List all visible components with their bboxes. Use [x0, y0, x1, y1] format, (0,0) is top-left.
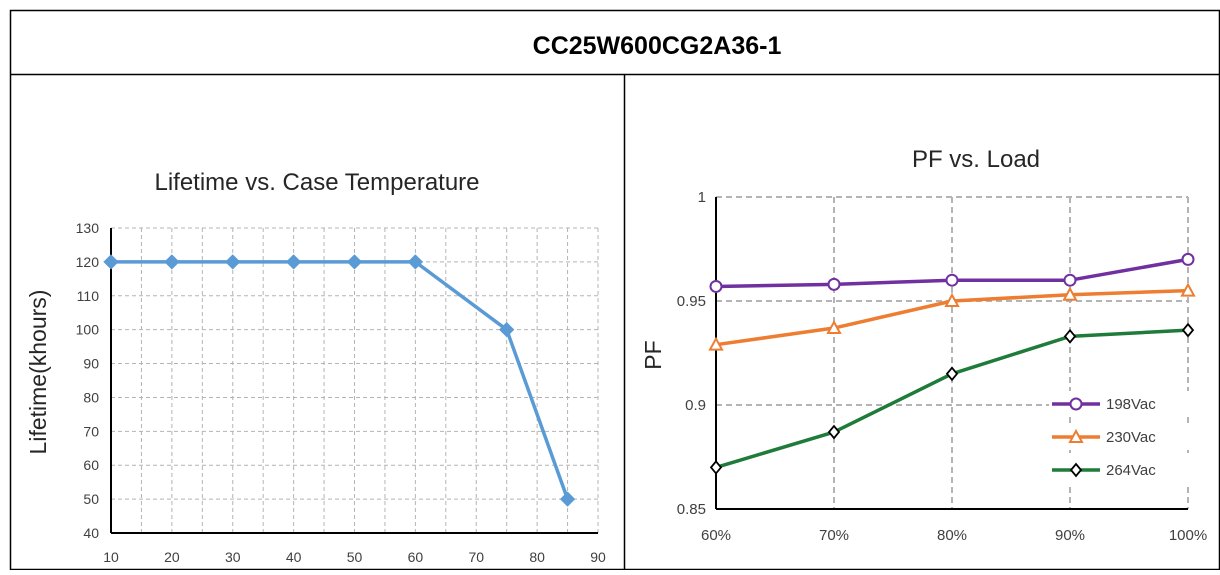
lifetime-y-tick-label: 50 — [83, 491, 99, 507]
pf-legend-marker — [1069, 462, 1083, 478]
lifetime-series — [103, 254, 576, 507]
page-title: CC25W600CG2A36-1 — [533, 32, 782, 60]
lifetime-y-tick-label: 100 — [76, 322, 100, 338]
pf-x-tick-label: 90% — [1055, 527, 1085, 544]
pf-point-198Vac — [1063, 273, 1077, 287]
lifetime-x-tick-label: 10 — [103, 549, 119, 565]
lifetime-x-tick-label: 40 — [286, 549, 302, 565]
lifetime-point — [407, 254, 424, 270]
pf-x-tick-label: 100% — [1169, 527, 1207, 544]
lifetime-point — [103, 254, 119, 270]
pf-point-198Vac — [827, 277, 841, 291]
pf-legend-label: 264Vac — [1106, 462, 1156, 479]
lifetime-x-tick-label: 20 — [164, 549, 180, 565]
pf-point-264Vac — [827, 424, 841, 440]
lifetime-y-tick-label: 130 — [76, 220, 100, 236]
lifetime-chart: Lifetime vs. Case Temperature Lifetime(k… — [25, 169, 606, 565]
pf-point-264Vac — [709, 459, 723, 475]
pf-legend: 198Vac 230Vac 264Vac — [1049, 391, 1189, 483]
lifetime-x-tick-label: 80 — [529, 549, 545, 565]
pf-tick-labels: 0.85 0.9 0.95 1 60% 70% 80% 90% 100% — [677, 189, 1207, 544]
pf-point-198Vac — [945, 273, 959, 287]
pf-point-230Vac — [944, 292, 960, 307]
pf-legend-label: 198Vac — [1106, 396, 1156, 413]
pf-point-230Vac — [826, 319, 842, 335]
lifetime-point — [164, 254, 180, 270]
pf-y-tick-label: 0.9 — [685, 397, 706, 414]
pf-point-264Vac — [945, 366, 959, 382]
pf-legend-label: 230Vac — [1106, 429, 1156, 446]
pf-x-tick-label: 60% — [701, 527, 731, 544]
pf-point-198Vac — [709, 279, 723, 293]
lifetime-y-tick-label: 80 — [83, 389, 99, 405]
lifetime-tick-labels: 40 50 60 70 80 90 100 110 120 130 10 20 30 40 50 60 70 80… — [76, 220, 606, 565]
lifetime-x-tick-label: 60 — [408, 549, 424, 565]
lifetime-x-tick-label: 50 — [347, 549, 363, 565]
pf-point-264Vac — [1181, 322, 1195, 338]
pf-point-264Vac — [1063, 328, 1077, 344]
lifetime-point — [346, 254, 363, 270]
pf-chart-title: PF vs. Load — [912, 146, 1040, 173]
pf-legend-marker — [1068, 428, 1084, 443]
lifetime-y-tick-label: 70 — [83, 423, 99, 439]
pf-y-tick-label: 0.85 — [677, 501, 706, 518]
pf-x-tick-label: 70% — [819, 527, 849, 544]
pf-point-230Vac — [708, 336, 724, 351]
lifetime-x-tick-label: 30 — [225, 549, 241, 565]
lifetime-point — [285, 254, 302, 270]
pf-chart: PF vs. Load PF 0.85 0.9 0.95 1 60% 70% 80% 90% 1… — [640, 146, 1207, 544]
pf-point-230Vac — [1180, 282, 1196, 297]
lifetime-point — [559, 491, 576, 507]
lifetime-point — [499, 322, 515, 338]
lifetime-x-tick-label: 90 — [590, 549, 606, 565]
pf-y-tick-label: 1 — [698, 189, 706, 206]
lifetime-y-tick-label: 110 — [77, 288, 100, 304]
lifetime-y-tick-label: 90 — [83, 356, 99, 372]
lifetime-y-axis-label: Lifetime(khours) — [25, 290, 51, 455]
lifetime-x-tick-label: 70 — [468, 549, 484, 565]
lifetime-y-tick-label: 120 — [76, 254, 100, 270]
pf-point-230Vac — [1062, 286, 1078, 301]
lifetime-chart-title: Lifetime vs. Case Temperature — [154, 169, 479, 196]
pf-y-tick-label: 0.95 — [677, 293, 706, 310]
pf-x-tick-label: 80% — [937, 527, 967, 544]
pf-legend-marker — [1069, 397, 1083, 411]
pf-y-axis-label: PF — [640, 340, 666, 369]
table-border — [9, 9, 1220, 571]
pf-series — [708, 252, 1196, 475]
lifetime-y-tick-label: 60 — [83, 457, 99, 473]
lifetime-grid — [110, 227, 599, 534]
lifetime-line — [111, 260, 570, 500]
lifetime-y-tick-label: 40 — [83, 525, 99, 541]
lifetime-point — [225, 254, 241, 270]
pf-point-198Vac — [1181, 252, 1195, 266]
